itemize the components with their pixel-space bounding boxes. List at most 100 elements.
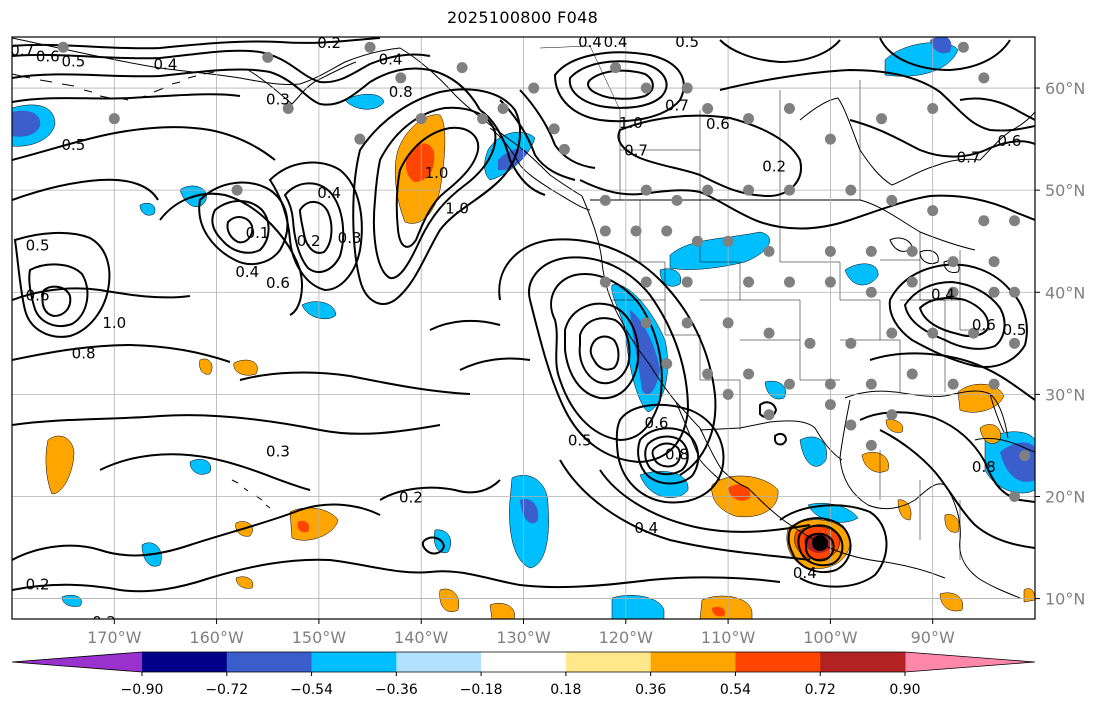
contour-label: 1.0 — [445, 200, 469, 218]
colorbar-tick-label: 0.90 — [889, 682, 920, 698]
colorbar-extend-high — [905, 652, 1035, 672]
contour-label: 0.5 — [1003, 321, 1027, 339]
contour-label: 0.2 — [762, 158, 786, 176]
station-dot — [763, 327, 775, 339]
station-dot — [702, 184, 714, 196]
contour-label: 0.8 — [72, 345, 96, 363]
station-dot — [702, 368, 714, 380]
lon-tick-label: 100°W — [803, 628, 858, 647]
colorbar-tick-label: 0.36 — [635, 682, 666, 698]
lon-tick-label: 120°W — [599, 628, 654, 647]
contour-line — [211, 200, 270, 254]
station-dot — [968, 327, 980, 339]
contour-line — [644, 435, 689, 476]
station-dot — [497, 102, 509, 114]
contour-label: 0.5 — [61, 53, 85, 71]
station-dot — [528, 82, 540, 94]
station-dot — [783, 102, 795, 114]
contour-line — [12, 287, 191, 301]
contour-line — [719, 68, 1035, 132]
contour-line — [372, 106, 497, 280]
colorbar-tick-label: −0.54 — [290, 682, 333, 698]
contour-line — [617, 114, 802, 198]
anomaly-patch — [189, 459, 211, 475]
florida — [989, 393, 1005, 433]
contour-labels: 0.7 0.6 0.5 0.40.20.40.3 0.80.4 0.4 0.50.51.00… — [12, 33, 1035, 619]
station-dot — [722, 235, 734, 247]
contour-line — [787, 517, 852, 573]
anomaly-patch — [61, 594, 82, 607]
anomaly-patch — [844, 263, 879, 286]
station-dot — [661, 225, 673, 237]
contour-line — [198, 181, 289, 266]
anomaly-patch — [699, 595, 753, 619]
station-dot — [548, 123, 560, 135]
contour-line — [159, 192, 303, 316]
contour-line — [12, 558, 781, 593]
contour-line — [12, 37, 381, 50]
station-dot — [599, 194, 611, 206]
contour-line — [498, 238, 717, 476]
anomaly-patch — [235, 576, 254, 589]
contour-label: 0.6 — [266, 274, 290, 292]
anomaly-patch — [289, 507, 339, 541]
contour-label: 0.5 — [568, 431, 592, 449]
contour-line — [12, 126, 276, 161]
colorbar-tick-label: 0.18 — [550, 682, 581, 698]
contour-line — [12, 414, 441, 435]
station-dot — [927, 102, 939, 114]
contour-line — [568, 60, 668, 109]
station-dot — [743, 276, 755, 288]
station-dot — [681, 82, 693, 94]
station-dot — [865, 245, 877, 257]
station-dot — [824, 245, 836, 257]
contour-label: 0.2 — [26, 575, 50, 593]
station-dot — [395, 72, 407, 84]
contour-label: 0.4 — [634, 519, 658, 537]
contour-label: 0.6 — [706, 115, 730, 133]
contour-label: 0.8 — [972, 458, 996, 476]
anomaly-patch — [897, 499, 912, 521]
us-canada-border — [590, 199, 976, 251]
station-dot — [824, 276, 836, 288]
station-dot — [558, 143, 570, 155]
station-dot — [231, 184, 243, 196]
station-dot — [865, 439, 877, 451]
station-dot — [957, 41, 969, 53]
station-dot — [845, 337, 857, 349]
station-dot — [906, 245, 918, 257]
contour-line — [298, 201, 333, 254]
contour-label: 0.6 — [972, 316, 996, 334]
contour-line — [559, 459, 811, 561]
anomaly-patch — [764, 380, 786, 400]
station-dot — [947, 256, 959, 268]
station-dot — [978, 72, 990, 84]
anomaly-patch — [712, 606, 726, 617]
station-dot — [804, 337, 816, 349]
station-dot — [988, 256, 1000, 268]
contour-label: 0.5 — [61, 136, 85, 154]
contour-line — [550, 273, 663, 442]
colorbar-extend-low — [12, 652, 142, 672]
contour-line — [903, 280, 1006, 350]
station-dot — [640, 82, 652, 94]
contour-label: 0.8 — [389, 83, 413, 101]
contour-line — [226, 216, 254, 244]
contour-label: 0.6 — [997, 132, 1021, 150]
colorbar-tick-label: −0.36 — [375, 682, 418, 698]
station-dot — [671, 194, 683, 206]
station-dot — [906, 368, 918, 380]
contour-line — [459, 357, 531, 371]
contour-label: 0.6 — [36, 47, 60, 65]
contour-line — [849, 119, 1035, 158]
colorbar-swatch — [820, 652, 906, 672]
contour-label: 0.4 — [578, 33, 602, 51]
colorbar-swatch — [396, 652, 482, 672]
anomaly-patch — [885, 419, 904, 433]
station-dot — [108, 113, 120, 125]
station-dot — [722, 317, 734, 329]
station-dot — [1009, 215, 1021, 227]
station-dot — [927, 327, 939, 339]
contour-line — [888, 263, 1028, 368]
